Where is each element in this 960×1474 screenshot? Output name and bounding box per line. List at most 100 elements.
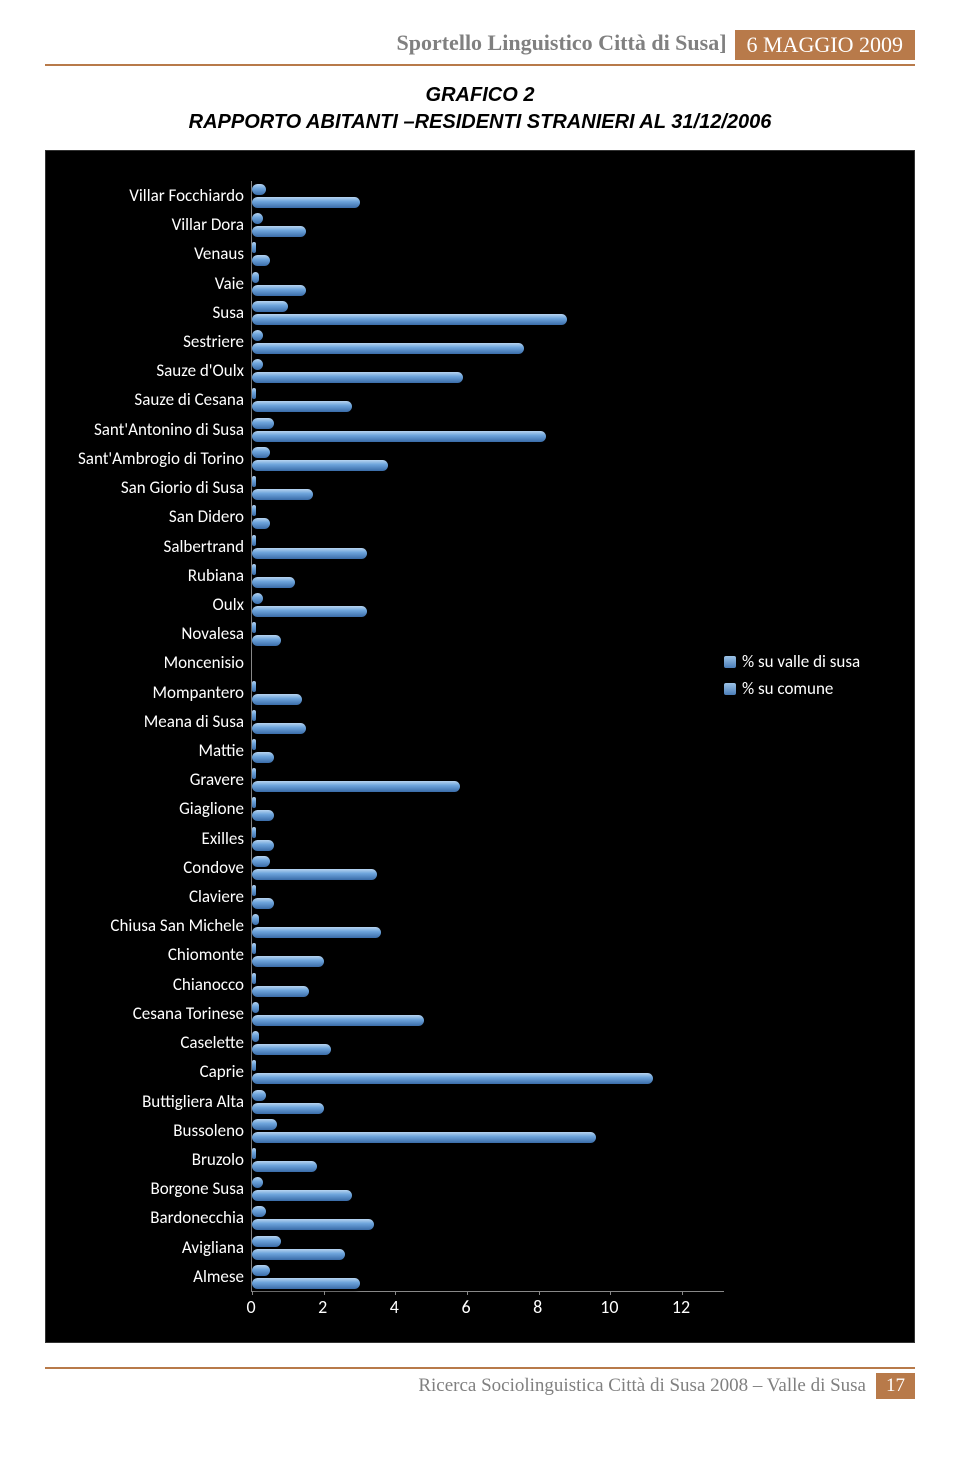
category-row: Claviere xyxy=(252,882,724,911)
legend-label: % su valle di susa xyxy=(742,651,860,672)
page-footer: Ricerca Sociolinguistica Città di Susa 2… xyxy=(45,1367,915,1399)
bar-series-1 xyxy=(252,301,288,312)
bar-series-2 xyxy=(252,548,367,559)
category-label: Villar Focchiardo xyxy=(129,185,252,206)
category-label: Venaus xyxy=(194,243,252,264)
category-row: Condove xyxy=(252,853,724,882)
bar-series-1 xyxy=(252,943,256,954)
category-label: Bruzolo xyxy=(192,1149,252,1170)
category-label: Villar Dora xyxy=(172,214,252,235)
bar-series-2 xyxy=(252,606,367,617)
bar-series-2 xyxy=(252,635,281,646)
category-label: Susa xyxy=(212,302,252,323)
bar-series-1 xyxy=(252,681,256,692)
category-row: Villar Focchiardo xyxy=(252,181,724,210)
bar-series-2 xyxy=(252,956,324,967)
category-row: Exilles xyxy=(252,824,724,853)
bar-series-2 xyxy=(252,1132,596,1143)
bar-series-1 xyxy=(252,1177,263,1188)
category-label: Chiusa San Michele xyxy=(110,915,252,936)
category-label: Novalesa xyxy=(181,623,252,644)
bar-series-1 xyxy=(252,739,256,750)
category-label: Bussoleno xyxy=(173,1120,252,1141)
category-row: Borgone Susa xyxy=(252,1174,724,1203)
category-row: Sauze d'Oulx xyxy=(252,356,724,385)
category-label: Chiomonte xyxy=(168,944,252,965)
bar-series-1 xyxy=(252,797,256,808)
category-row: Sestriere xyxy=(252,327,724,356)
bar-series-2 xyxy=(252,314,567,325)
bar-series-1 xyxy=(252,505,256,516)
category-row: Chiomonte xyxy=(252,940,724,969)
category-label: Caselette xyxy=(180,1032,252,1053)
bar-series-2 xyxy=(252,752,274,763)
category-label: Giaglione xyxy=(179,798,252,819)
category-row: Chiusa San Michele xyxy=(252,911,724,940)
bar-series-1 xyxy=(252,388,256,399)
category-row: Caselette xyxy=(252,1028,724,1057)
bar-series-2 xyxy=(252,1015,424,1026)
bar-series-2 xyxy=(252,1103,324,1114)
category-label: Cesana Torinese xyxy=(133,1003,252,1024)
category-label: Gravere xyxy=(190,769,252,790)
bar-series-1 xyxy=(252,768,256,779)
category-row: Chianocco xyxy=(252,970,724,999)
bar-series-2 xyxy=(252,840,274,851)
bar-series-1 xyxy=(252,1090,266,1101)
category-row: Caprie xyxy=(252,1057,724,1086)
x-tick-label: 6 xyxy=(461,1296,470,1318)
bar-series-1 xyxy=(252,476,256,487)
category-label: San Giorio di Susa xyxy=(121,477,252,498)
category-row: Sauze di Cesana xyxy=(252,385,724,414)
bar-series-2 xyxy=(252,869,377,880)
category-label: Rubiana xyxy=(188,565,252,586)
x-tick-label: 2 xyxy=(318,1296,327,1318)
category-label: Caprie xyxy=(200,1061,252,1082)
category-label: Sauze d'Oulx xyxy=(156,360,252,381)
bar-series-2 xyxy=(252,460,388,471)
category-label: Avigliana xyxy=(182,1237,252,1258)
category-row: San Didero xyxy=(252,502,724,531)
category-row: Venaus xyxy=(252,239,724,268)
plot-area: Villar FocchiardoVillar DoraVenausVaieSu… xyxy=(251,181,724,1292)
category-label: Mompantero xyxy=(152,682,252,703)
x-tick-label: 8 xyxy=(533,1296,542,1318)
category-label: Oulx xyxy=(213,594,252,615)
category-row: Mattie xyxy=(252,736,724,765)
category-label: Sant'Antonino di Susa xyxy=(94,419,252,440)
category-row: San Giorio di Susa xyxy=(252,473,724,502)
category-row: Villar Dora xyxy=(252,210,724,239)
bar-series-2 xyxy=(252,343,524,354)
category-label: Condove xyxy=(183,857,252,878)
bar-series-2 xyxy=(252,577,295,588)
bar-series-2 xyxy=(252,1219,374,1230)
x-tick-label: 0 xyxy=(246,1296,255,1318)
bar-series-1 xyxy=(252,242,256,253)
legend-swatch-icon xyxy=(724,683,736,695)
category-row: Buttigliera Alta xyxy=(252,1087,724,1116)
bar-series-1 xyxy=(252,1148,256,1159)
category-row: Bussoleno xyxy=(252,1116,724,1145)
category-row: Avigliana xyxy=(252,1233,724,1262)
x-tick-label: 12 xyxy=(672,1296,690,1318)
bar-series-1 xyxy=(252,418,274,429)
bar-series-1 xyxy=(252,535,256,546)
bar-series-1 xyxy=(252,973,256,984)
bar-series-1 xyxy=(252,213,263,224)
bar-series-2 xyxy=(252,518,270,529)
bar-series-1 xyxy=(252,1002,259,1013)
category-label: Chianocco xyxy=(173,974,252,995)
legend: % su valle di susa % su comune xyxy=(724,181,904,705)
bar-series-2 xyxy=(252,694,302,705)
category-row: Bardonecchia xyxy=(252,1203,724,1232)
legend-item: % su valle di susa xyxy=(724,651,904,672)
bar-series-1 xyxy=(252,593,263,604)
category-row: Giaglione xyxy=(252,794,724,823)
bar-series-1 xyxy=(252,330,263,341)
chart-title-1: GRAFICO 2 xyxy=(45,84,915,107)
bar-series-2 xyxy=(252,810,274,821)
category-row: Bruzolo xyxy=(252,1145,724,1174)
bar-series-1 xyxy=(252,1206,266,1217)
category-label: Borgone Susa xyxy=(150,1178,252,1199)
footer-text: Ricerca Sociolinguistica Città di Susa 2… xyxy=(418,1373,876,1399)
